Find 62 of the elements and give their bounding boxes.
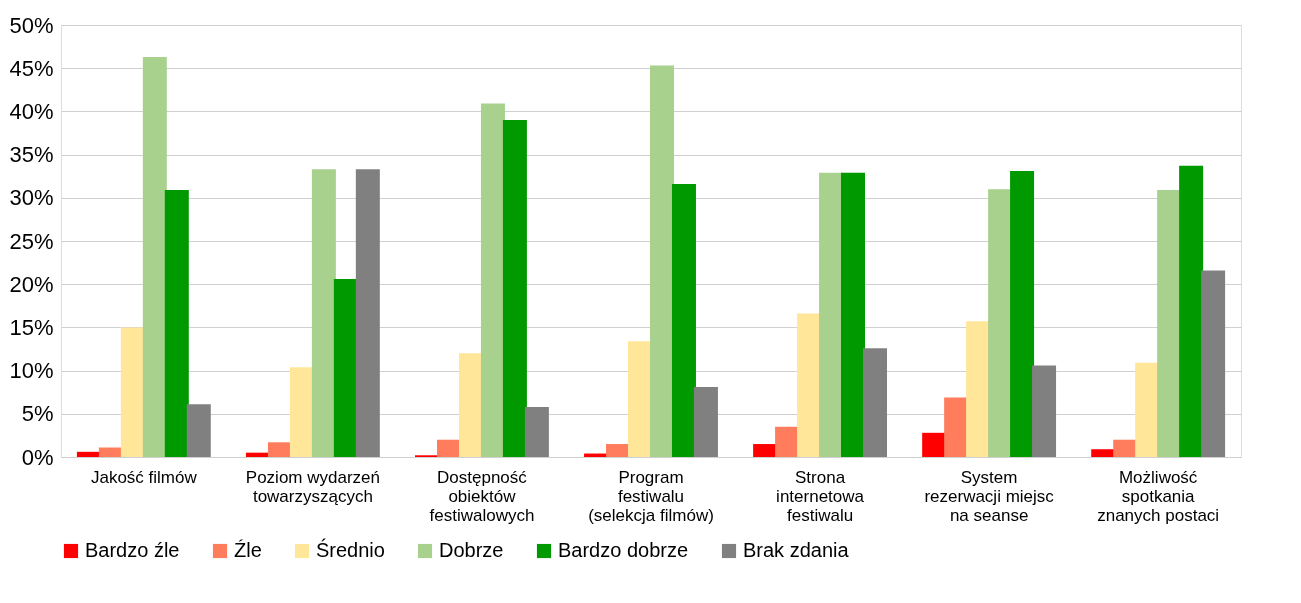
bar (1091, 449, 1116, 457)
bar (1032, 365, 1057, 457)
bar (966, 321, 991, 457)
bar (606, 444, 631, 457)
bar (841, 172, 866, 457)
x-tick-label: Dostępność obiektów festiwalowych (429, 467, 535, 525)
legend-label: Bardzo źle (85, 539, 180, 561)
y-tick-label: 0% (21, 444, 54, 470)
legend-label: Brak zdania (743, 539, 850, 561)
bar (988, 189, 1013, 457)
y-tick-label: 10% (9, 358, 54, 384)
x-tick-label: System rezerwacji miejsc na seanse (924, 467, 1055, 525)
x-tick-label: Możliwość spotkania znanych postaci (1097, 467, 1220, 525)
y-tick-label: 40% (9, 98, 54, 124)
bar (1201, 270, 1226, 457)
bar (502, 120, 527, 457)
bar (922, 432, 947, 457)
bar (355, 169, 380, 457)
x-tick-label: Poziom wydarzeń towarzyszących (245, 467, 380, 506)
y-tick-label: 20% (9, 271, 54, 297)
y-tick-label: 35% (9, 142, 54, 168)
bar (120, 327, 145, 457)
bar (289, 367, 314, 457)
bar (186, 404, 211, 457)
bar (458, 353, 483, 457)
bar (311, 169, 336, 457)
x-tick-label: Program festiwalu (selekcja filmów) (588, 467, 714, 525)
bar (98, 447, 123, 457)
bar (1179, 165, 1204, 457)
bar (863, 348, 887, 457)
bar (267, 442, 292, 457)
legend-label: Średnio (316, 538, 385, 561)
bar (775, 426, 800, 457)
legend-label: Źle (234, 539, 262, 561)
bar (436, 439, 461, 457)
bar (164, 190, 189, 457)
bar (333, 279, 358, 457)
bar (1135, 362, 1160, 457)
bar (1113, 439, 1138, 457)
bar (142, 56, 167, 457)
y-tick-label: 15% (9, 314, 54, 340)
bar (1010, 171, 1035, 457)
bar (693, 387, 718, 457)
legend-label: Dobrze (439, 539, 504, 561)
y-tick-label: 45% (9, 55, 54, 81)
y-tick-label: 30% (9, 185, 54, 211)
y-tick-label: 5% (21, 401, 54, 427)
legend-label: Bardzo dobrze (558, 539, 689, 561)
bar (480, 103, 505, 457)
y-tick-label: 25% (9, 228, 54, 254)
bar (628, 341, 653, 457)
bar (1157, 190, 1182, 457)
y-tick-label: 50% (9, 12, 54, 38)
bar (671, 183, 696, 457)
bar (753, 444, 778, 457)
bar (797, 313, 822, 457)
bar (649, 65, 674, 457)
bar (819, 172, 844, 457)
x-tick-label: Jakość filmów (90, 467, 198, 487)
bar (524, 406, 549, 457)
x-tick-label: Strona internetowa festiwalu (776, 467, 865, 525)
bar (944, 397, 969, 457)
